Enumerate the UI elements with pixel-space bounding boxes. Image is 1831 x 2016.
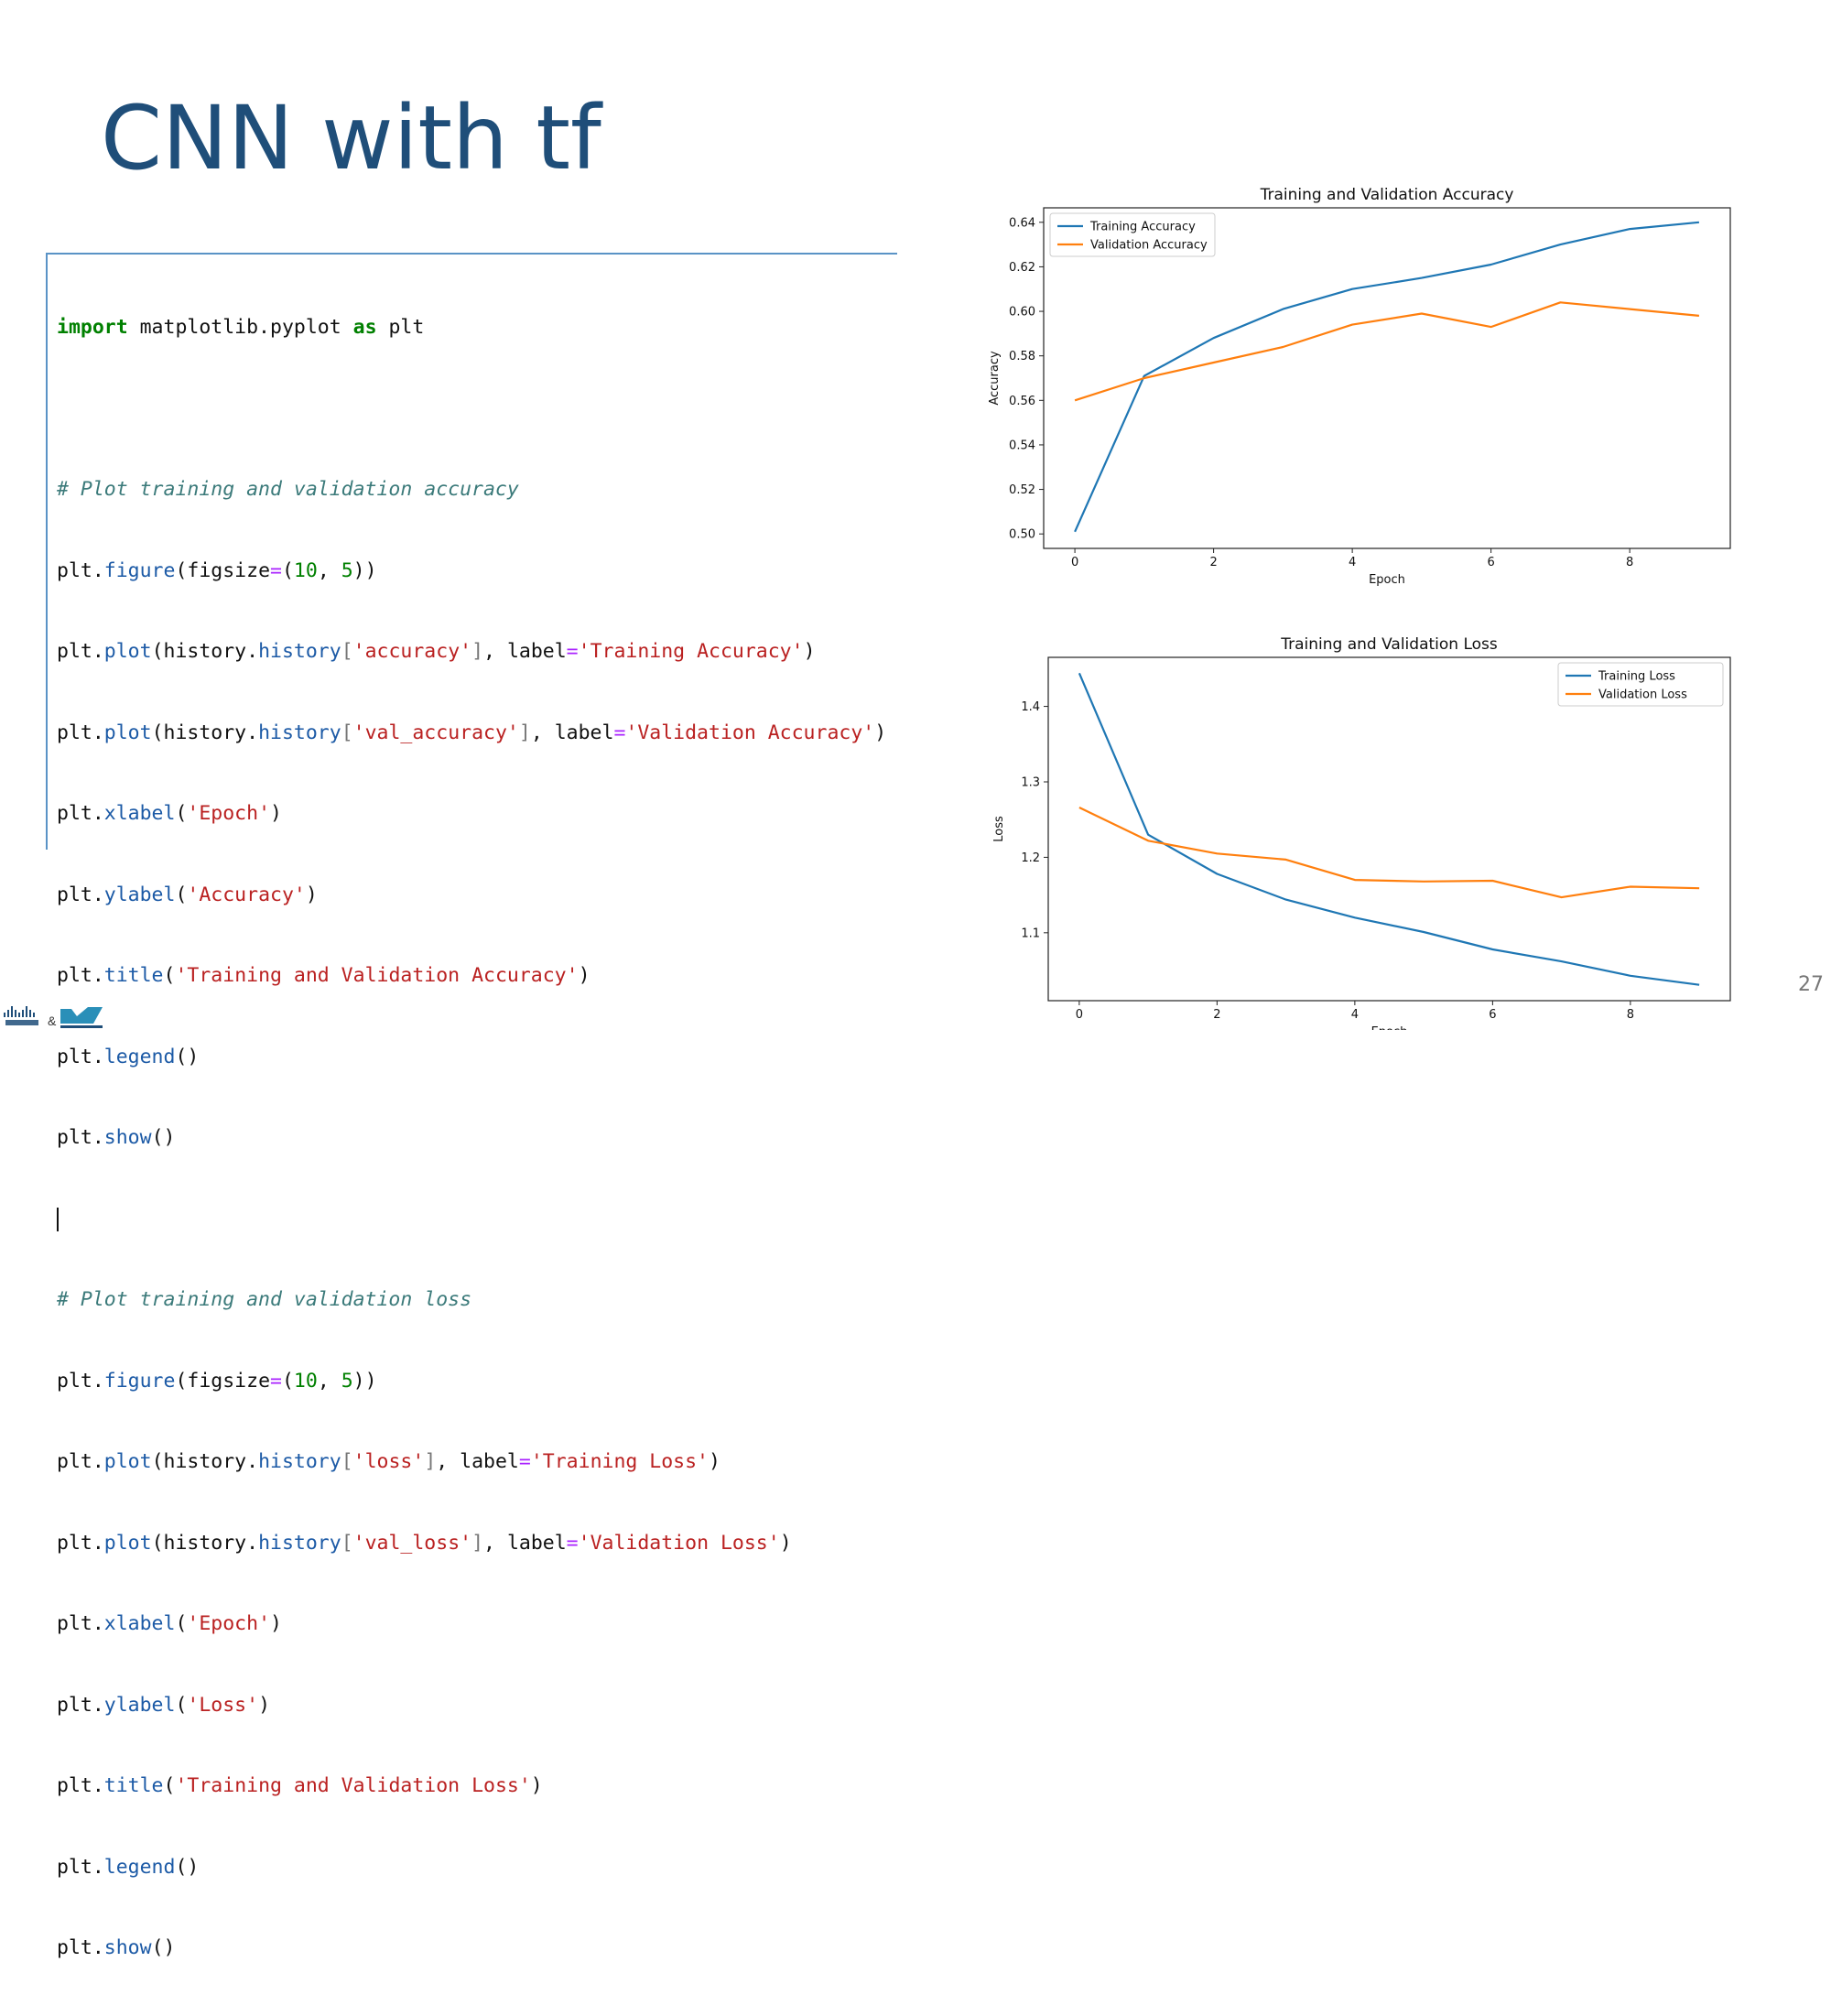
- legend-box: [1049, 212, 1216, 257]
- code-line: import matplotlib.pyplot as plt: [57, 316, 425, 339]
- legend: Training Loss Validation Loss: [1557, 662, 1724, 707]
- partner-logos: &: [4, 1006, 103, 1028]
- code-line: plt.plot(history.history['loss'], label=…: [57, 1450, 720, 1473]
- code-line: plt.legend(): [57, 1045, 200, 1068]
- code-line: plt.xlabel('Epoch'): [57, 1612, 282, 1635]
- loss-chart: Training and Validation Loss 0 2 4 6 8 1.1 1.2 1…: [993, 635, 1731, 1030]
- partner-mark-icon: [60, 1007, 103, 1028]
- slide-title: CNN with tf: [101, 87, 601, 190]
- code-line: plt.plot(history.history['val_accuracy']…: [57, 721, 887, 744]
- series-line-validation-loss: [1078, 807, 1700, 899]
- x-tick-label: 4: [1351, 1008, 1359, 1022]
- y-tick-label: 0.62: [1009, 261, 1035, 275]
- x-axis-label: Epoch: [1369, 573, 1405, 587]
- x-tick-label: 0: [1071, 556, 1078, 569]
- x-tick-label: 6: [1487, 556, 1494, 569]
- y-tick-label: 1.2: [1021, 851, 1040, 865]
- code-block: import matplotlib.pyplot as plt # Plot t…: [57, 260, 886, 2016]
- slide: CNN with tf import matplotlib.pyplot as …: [4, 87, 1824, 1959]
- y-tick-label: 0.60: [1009, 306, 1035, 320]
- y-tick-label: 0.58: [1009, 350, 1035, 363]
- code-line-blank: [57, 396, 886, 423]
- x-tick-label: 2: [1209, 556, 1217, 569]
- code-comment: # Plot training and validation loss: [57, 1288, 472, 1311]
- chart-title: Training and Validation Accuracy: [1260, 186, 1514, 204]
- code-line: plt.show(): [57, 1126, 176, 1149]
- code-line: plt.plot(history.history['val_loss'], la…: [57, 1531, 792, 1555]
- y-tick-label: 1.3: [1021, 775, 1040, 789]
- code-comment: # Plot training and validation accuracy: [57, 478, 519, 501]
- page-number: 27: [1798, 973, 1824, 996]
- x-tick-label: 6: [1489, 1008, 1496, 1022]
- code-line: plt.figure(figsize=(10, 5)): [57, 558, 377, 582]
- legend-box: [1557, 662, 1724, 707]
- y-tick-label: 0.54: [1009, 439, 1035, 452]
- svg-text:&: &: [48, 1013, 57, 1028]
- plot-frame: [1043, 207, 1731, 549]
- y-tick-label: 1.1: [1021, 927, 1040, 940]
- code-line: plt.title('Training and Validation Loss'…: [57, 1774, 543, 1797]
- y-tick-label: 0.52: [1009, 483, 1035, 497]
- code-line: plt.figure(figsize=(10, 5)): [57, 1369, 377, 1393]
- code-line-cursor[interactable]: [57, 1206, 886, 1233]
- legend-label: Validation Loss: [1598, 688, 1687, 702]
- x-tick-label: 8: [1626, 556, 1633, 569]
- y-axis-label: Loss: [993, 816, 1006, 842]
- code-line: plt.ylabel('Accuracy'): [57, 883, 318, 906]
- legend-label: Training Loss: [1598, 670, 1675, 684]
- x-tick-label: 0: [1076, 1008, 1083, 1022]
- series-line-validation-accuracy: [1074, 301, 1700, 402]
- legend: Training Accuracy Validation Accuracy: [1049, 212, 1216, 257]
- y-tick-label: 0.56: [1009, 395, 1035, 408]
- y-tick-label: 0.64: [1009, 216, 1035, 230]
- series-line-training-accuracy: [1074, 221, 1700, 533]
- text-cursor: [57, 1207, 59, 1231]
- series-line-training-loss: [1078, 672, 1700, 986]
- code-line: plt.plot(history.history['accuracy'], la…: [57, 640, 816, 663]
- legend-label: Training Accuracy: [1089, 221, 1196, 234]
- x-tick-label: 4: [1349, 556, 1356, 569]
- code-line: plt.show(): [57, 1936, 176, 1959]
- accuracy-chart: Training and Validation Accuracy 0 2 4 6 8 0.5…: [988, 186, 1731, 587]
- code-line: plt.legend(): [57, 1855, 200, 1879]
- code-line: plt.xlabel('Epoch'): [57, 802, 282, 825]
- y-tick-label: 0.50: [1009, 528, 1035, 542]
- y-axis-label: Accuracy: [988, 351, 1002, 406]
- code-line: plt.ylabel('Loss'): [57, 1693, 271, 1717]
- code-line: plt.title('Training and Validation Accur…: [57, 964, 590, 987]
- cisco-logo-icon: [4, 1006, 38, 1025]
- plot-frame: [1047, 656, 1731, 1002]
- x-tick-label: 8: [1627, 1008, 1634, 1022]
- chart-title: Training and Validation Loss: [1280, 635, 1498, 654]
- x-axis-label: Epoch: [1371, 1025, 1408, 1030]
- code-cell[interactable]: import matplotlib.pyplot as plt # Plot t…: [46, 253, 897, 1959]
- legend-label: Validation Accuracy: [1090, 239, 1208, 253]
- y-tick-label: 1.4: [1021, 700, 1040, 714]
- x-tick-label: 2: [1213, 1008, 1220, 1022]
